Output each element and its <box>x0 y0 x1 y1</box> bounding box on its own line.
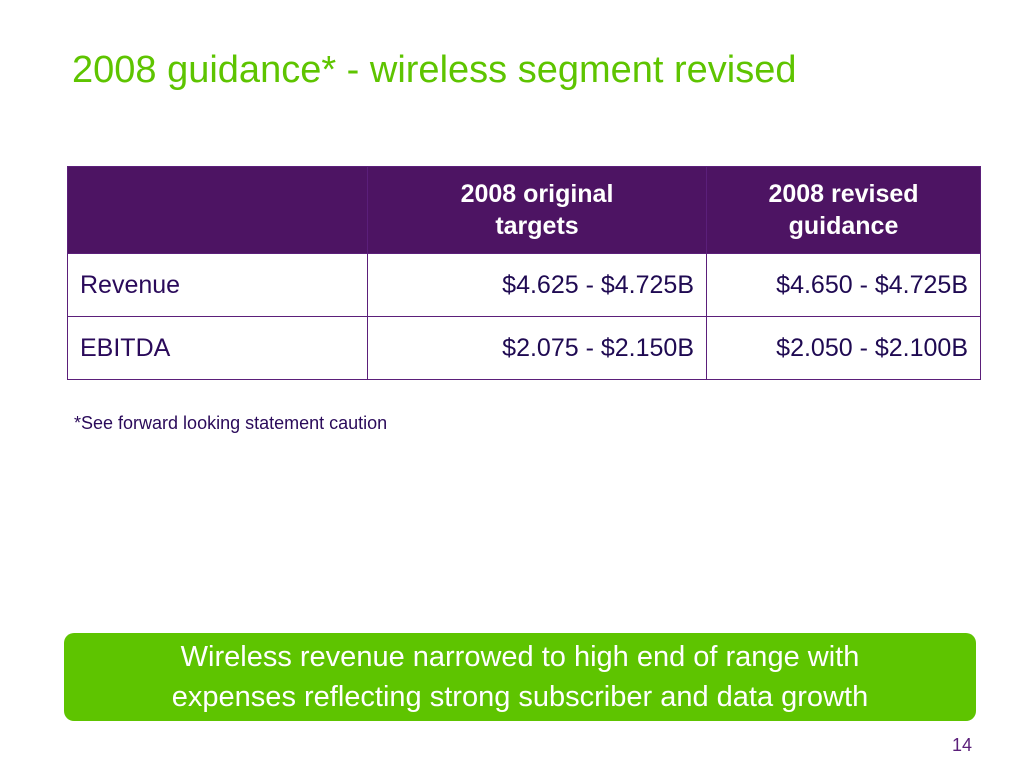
footnote: *See forward looking statement caution <box>74 413 388 433</box>
page-title: 2008 guidance* - wireless segment revise… <box>72 49 797 91</box>
table-header-row: 2008 original targets 2008 revised guida… <box>67 166 981 254</box>
callout-line1: Wireless revenue narrowed to high end of… <box>180 641 860 673</box>
page-number: 14 <box>951 735 972 755</box>
revenue-revised-value: $4.650 - $4.725B <box>706 253 981 317</box>
ebitda-original-value: $2.075 - $2.150B <box>367 316 707 380</box>
ebitda-revised-value: $2.050 - $2.100B <box>706 316 981 380</box>
row-label-ebitda: EBITDA <box>67 316 368 380</box>
header-blank-cell <box>67 166 368 254</box>
callout-box: Wireless revenue narrowed to high end of… <box>64 633 976 721</box>
row-label-revenue: Revenue <box>67 253 368 317</box>
header-original-targets: 2008 original targets <box>367 166 707 254</box>
header-original-line2: targets <box>495 212 579 240</box>
header-original-line1: 2008 original <box>460 180 614 208</box>
callout-line2: expenses reflecting strong subscriber an… <box>171 681 869 713</box>
header-revised-line1: 2008 revised <box>768 180 919 208</box>
header-revised-line2: guidance <box>788 212 899 240</box>
header-revised-guidance: 2008 revised guidance <box>706 166 981 254</box>
revenue-original-value: $4.625 - $4.725B <box>367 253 707 317</box>
table-row: Revenue $4.625 - $4.725B $4.650 - $4.725… <box>67 253 981 317</box>
table-row: EBITDA $2.075 - $2.150B $2.050 - $2.100B <box>67 316 981 380</box>
guidance-table: 2008 original targets 2008 revised guida… <box>67 166 981 380</box>
